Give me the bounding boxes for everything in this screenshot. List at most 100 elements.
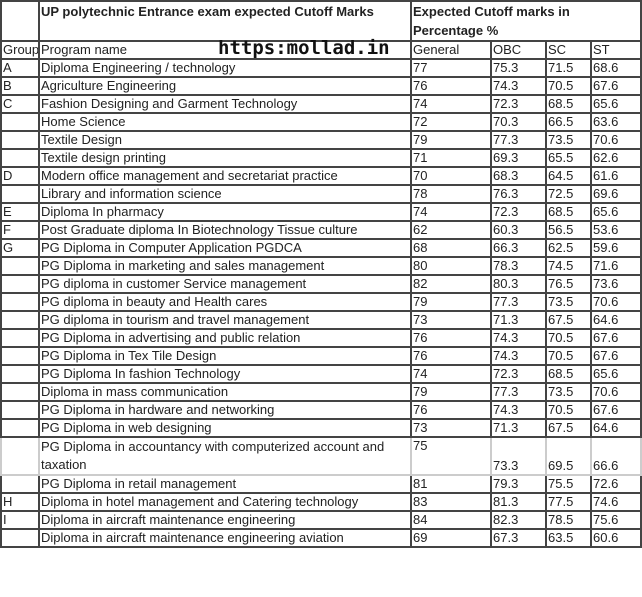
cell-sc: 65.5 (545, 148, 592, 168)
cell-general: 82 (410, 274, 492, 294)
cell-program: PG Diploma in hardware and networking (38, 400, 412, 420)
cell-st: 71.6 (589, 256, 642, 276)
cell-group (0, 328, 40, 348)
cell-sc: 72.5 (545, 184, 592, 204)
cell-group (0, 184, 40, 204)
cell-st: 66.6 (589, 436, 642, 476)
cell-group: C (0, 94, 40, 114)
cell-sc: 77.5 (545, 492, 592, 512)
cell-st: 67.6 (589, 400, 642, 420)
table-row: Home Science 72 70.3 66.5 63.6 (0, 112, 642, 132)
cell-program: Post Graduate diploma In Biotechnology T… (38, 220, 412, 240)
table-row: D Modern office management and secretaria… (0, 166, 642, 186)
cell-program: PG Diploma in Computer Application PGDCA (38, 238, 412, 258)
cell-obc: 72.3 (490, 364, 547, 384)
cell-program: Library and information science (38, 184, 412, 204)
cell-obc: 68.3 (490, 166, 547, 186)
cell-sc: 69.5 (545, 436, 592, 476)
cell-general: 83 (410, 492, 492, 512)
cell-general: 76 (410, 400, 492, 420)
table-row: PG diploma in customer Service managemen… (0, 274, 642, 294)
table-row: PG Diploma in accountancy with computeri… (0, 436, 642, 476)
cell-obc: 74.3 (490, 400, 547, 420)
cell-general: 69 (410, 528, 492, 548)
cell-general: 79 (410, 382, 492, 402)
cell-program: PG Diploma in retail management (38, 474, 412, 494)
col-header-program: Program name (38, 40, 412, 60)
cell-general: 78 (410, 184, 492, 204)
cell-obc: 60.3 (490, 220, 547, 240)
cell-program: PG Diploma in Tex Tile Design (38, 346, 412, 366)
cell-group: I (0, 510, 40, 530)
cell-general: 76 (410, 328, 492, 348)
table-row: PG Diploma in hardware and networking 76 7… (0, 400, 642, 420)
cell-group: B (0, 76, 40, 96)
cell-group (0, 528, 40, 548)
cell-obc: 72.3 (490, 202, 547, 222)
table-row: I Diploma in aircraft maintenance enginee… (0, 510, 642, 530)
cell-general: 72 (410, 112, 492, 132)
cell-general: 76 (410, 76, 492, 96)
cell-obc: 72.3 (490, 94, 547, 114)
cell-group (0, 418, 40, 438)
cell-sc: 78.5 (545, 510, 592, 530)
cell-general: 84 (410, 510, 492, 530)
cell-general: 73 (410, 418, 492, 438)
cell-obc: 82.3 (490, 510, 547, 530)
cell-program: Diploma Engineering / technology (38, 58, 412, 78)
cell-group: G (0, 238, 40, 258)
cell-st: 62.6 (589, 148, 642, 168)
cell-program: PG Diploma in accountancy with computeri… (38, 436, 412, 476)
cell-st: 60.6 (589, 528, 642, 548)
cell-st: 69.6 (589, 184, 642, 204)
cell-st: 70.6 (589, 382, 642, 402)
col-header-sc: SC (545, 40, 592, 60)
cell-program: Textile design printing (38, 148, 412, 168)
cell-sc: 56.5 (545, 220, 592, 240)
cell-obc: 77.3 (490, 292, 547, 312)
cell-st: 68.6 (589, 58, 642, 78)
cell-program: Home Science (38, 112, 412, 132)
col-header-obc: OBC (490, 40, 547, 60)
cell-st: 74.6 (589, 492, 642, 512)
cell-group (0, 130, 40, 150)
cell-general: 74 (410, 364, 492, 384)
cell-sc: 70.5 (545, 346, 592, 366)
table-row: PG Diploma in web designing 73 71.3 67.5 64.… (0, 418, 642, 438)
cell-sc: 68.5 (545, 364, 592, 384)
cell-group (0, 364, 40, 384)
cell-general: 75 (410, 436, 492, 476)
table-row: Diploma in mass communication 79 77.3 73.5 7… (0, 382, 642, 402)
cell-group (0, 310, 40, 330)
title-row: UP polytechnic Entrance exam expected Cu… (0, 0, 642, 42)
cell-obc: 67.3 (490, 528, 547, 548)
cell-st: 70.6 (589, 292, 642, 312)
cell-st: 63.6 (589, 112, 642, 132)
cell-obc: 66.3 (490, 238, 547, 258)
cell-program: PG diploma in tourism and travel managem… (38, 310, 412, 330)
cell-group: H (0, 492, 40, 512)
table-row: PG diploma in tourism and travel managem… (0, 310, 642, 330)
cell-st: 59.6 (589, 238, 642, 258)
cell-program: Diploma in mass communication (38, 382, 412, 402)
cell-group (0, 112, 40, 132)
cell-program: PG Diploma in marketing and sales manage… (38, 256, 412, 276)
cell-st: 67.6 (589, 76, 642, 96)
cell-program: PG Diploma in advertising and public rel… (38, 328, 412, 348)
table-row: PG Diploma In fashion Technology 74 72.3 68… (0, 364, 642, 384)
cell-program: PG diploma in beauty and Health cares (38, 292, 412, 312)
table-row: E Diploma In pharmacy 74 72.3 68.5 65.6 (0, 202, 642, 222)
cell-obc: 76.3 (490, 184, 547, 204)
cell-general: 76 (410, 346, 492, 366)
cell-group (0, 400, 40, 420)
table-row: PG diploma in beauty and Health cares 79 7… (0, 292, 642, 312)
cell-obc: 74.3 (490, 346, 547, 366)
cell-st: 65.6 (589, 202, 642, 222)
table-title: UP polytechnic Entrance exam expected Cu… (38, 0, 412, 42)
cell-group (0, 474, 40, 494)
cell-program: Fashion Designing and Garment Technology (38, 94, 412, 114)
cell-obc: 74.3 (490, 76, 547, 96)
cell-st: 70.6 (589, 130, 642, 150)
cell-st: 53.6 (589, 220, 642, 240)
table-row: Diploma in aircraft maintenance engineer… (0, 528, 642, 548)
